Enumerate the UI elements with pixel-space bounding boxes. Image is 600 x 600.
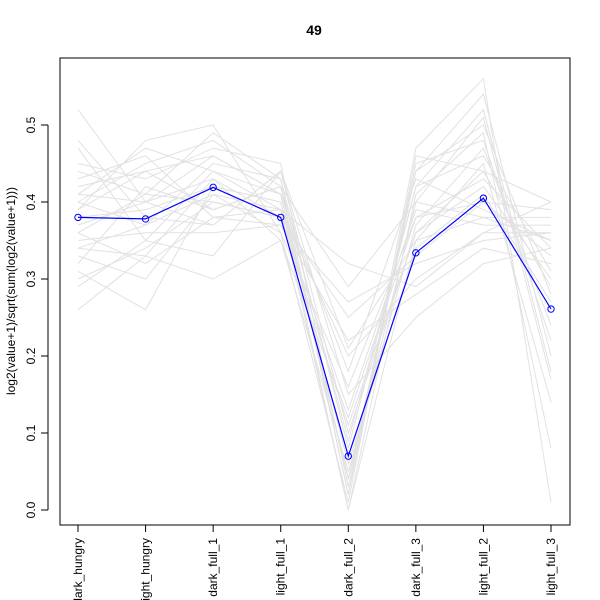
x-tick-label: light_full_3 xyxy=(544,538,558,596)
background-series-line xyxy=(77,155,552,303)
series-point xyxy=(74,213,82,222)
series-point xyxy=(479,194,488,202)
background-series-line xyxy=(77,140,552,435)
background-series-line xyxy=(77,155,552,443)
y-tick-label: 0.5 xyxy=(24,116,38,133)
background-series-line xyxy=(77,93,552,488)
y-axis-title: log2(value+1)/sqrt(sum(log2(value+1))) xyxy=(4,187,18,395)
x-tick-label: dark_full_2 xyxy=(341,538,355,597)
background-series-line xyxy=(77,147,552,288)
x-tick-label: dark_hungry xyxy=(71,538,85,600)
background-series-line xyxy=(77,224,552,342)
background-series-line xyxy=(77,124,552,503)
background-series-line xyxy=(77,77,552,503)
background-series-line xyxy=(77,170,552,350)
y-tick-label: 0.1 xyxy=(24,424,38,441)
series-point xyxy=(209,183,217,192)
y-tick-label: 0.0 xyxy=(24,501,38,518)
x-tick-label: dark_full_3 xyxy=(409,538,423,597)
chart-title: 49 xyxy=(306,22,322,38)
series-point xyxy=(547,305,555,313)
x-tick-label: light_full_1 xyxy=(274,538,288,596)
background-series-line xyxy=(77,109,552,480)
background-series-line xyxy=(77,116,552,480)
background-series-line xyxy=(77,131,552,511)
y-tick-label: 0.3 xyxy=(24,270,38,287)
series-point xyxy=(412,249,420,257)
x-axis: dark_hungry light_hungry dark_full_1 light_… xyxy=(71,524,558,600)
series-point xyxy=(344,452,352,460)
background-series-line xyxy=(77,108,552,449)
x-tick-label: light_full_2 xyxy=(476,538,490,596)
background-series-line xyxy=(77,170,552,319)
y-tick-label: 0.4 xyxy=(24,193,38,210)
y-axis: 0.0 0.1 0.2 0.3 0.4 0.5 xyxy=(24,116,49,518)
highlight-series-group xyxy=(74,183,555,460)
x-tick-label: light_hungry xyxy=(139,538,153,600)
background-series-group xyxy=(77,77,552,511)
y-tick-label: 0.2 xyxy=(24,347,38,364)
series-line xyxy=(77,186,552,459)
background-series-line xyxy=(77,178,552,389)
background-series-line xyxy=(77,170,552,427)
plot-frame xyxy=(59,57,571,526)
series-point xyxy=(141,215,150,223)
x-tick-label: dark_full_1 xyxy=(206,538,220,597)
series-point xyxy=(277,213,285,222)
